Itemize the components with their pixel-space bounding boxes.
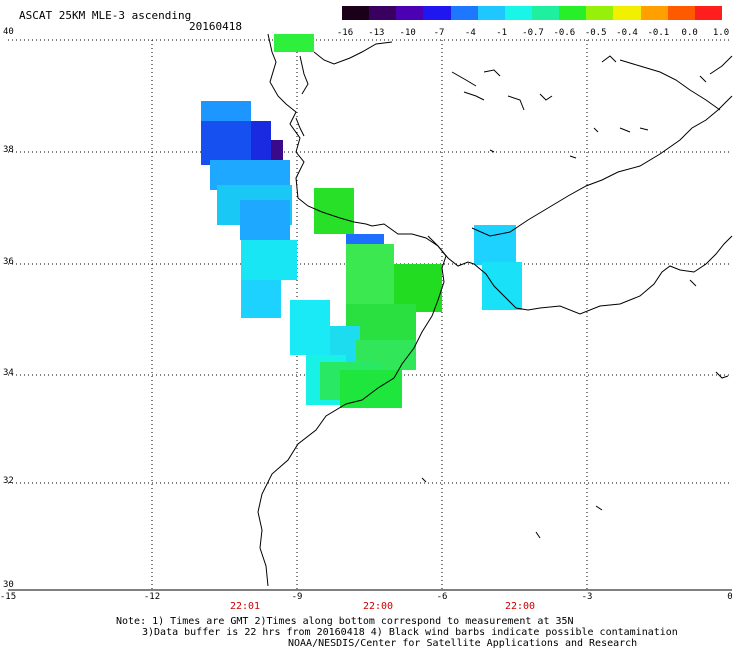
lat-label-30: 30	[3, 580, 14, 590]
lon-label-3w: -3	[581, 592, 593, 602]
colorbar-segment	[613, 6, 641, 20]
lon-label-15w: -15	[0, 592, 17, 602]
colorbar-segment	[369, 6, 397, 20]
graticule	[8, 39, 732, 590]
colorbar-label: -0.6	[553, 28, 576, 38]
colorbar-segment	[477, 6, 505, 20]
lon-label-12w: -12	[143, 592, 161, 602]
colorbar-segment	[342, 6, 370, 20]
colorbar-label: -0.7	[522, 28, 544, 38]
colorbar-segment	[504, 6, 532, 20]
lat-label-38: 38	[3, 145, 14, 155]
colorbar-segment	[531, 6, 560, 20]
colorbar-segment	[559, 6, 587, 20]
colorbar-label: -0.1	[647, 28, 670, 38]
lat-label-36: 36	[3, 257, 14, 267]
colorbar-label: 1.0	[712, 28, 730, 38]
colorbar-segment	[640, 6, 668, 20]
lat-label-34: 34	[3, 368, 14, 378]
lon-label-0: 0	[727, 592, 733, 602]
colorbar-segment	[423, 6, 451, 20]
colorbar-label: -0.5	[584, 28, 607, 38]
time-label-2: 22:00	[362, 601, 394, 612]
colorbar-label: -16	[336, 28, 354, 38]
scale-colorbar	[342, 6, 722, 20]
colorbar-segment	[396, 6, 424, 20]
colorbar-label: -0.4	[616, 28, 638, 38]
lon-label-9w: -9	[291, 592, 303, 602]
colorbar-segment	[450, 6, 478, 20]
colorbar-label: -1	[496, 28, 508, 38]
wind-swath-cells	[201, 34, 522, 408]
colorbar-label: -10	[399, 28, 416, 38]
lat-label-40: 40	[3, 27, 14, 37]
note-line-2: 3)Data buffer is 22 hrs from 20160418 4)…	[142, 627, 678, 638]
time-label-1: 22:01	[229, 601, 261, 612]
colorbar-segment	[694, 6, 722, 20]
colorbar-label: -7	[433, 28, 445, 38]
note-line-3: NOAA/NESDIS/Center for Satellite Applica…	[288, 638, 638, 649]
colorbar-label: -4	[464, 28, 476, 38]
colorbar-segment	[667, 6, 695, 20]
lat-label-32: 32	[3, 476, 14, 486]
coastlines	[257, 33, 733, 587]
colorbar-label: -13	[368, 28, 385, 38]
note-line-1: Note: 1) Times are GMT 2)Times along bot…	[116, 616, 574, 627]
map-title: ASCAT 25KM MLE-3 ascending	[19, 9, 192, 22]
map-date: 20160418	[189, 20, 242, 33]
lon-label-6w: -6	[436, 592, 448, 602]
colorbar-label: 0.0	[681, 28, 698, 38]
colorbar-segment	[586, 6, 614, 20]
time-label-3: 22:00	[504, 601, 536, 612]
